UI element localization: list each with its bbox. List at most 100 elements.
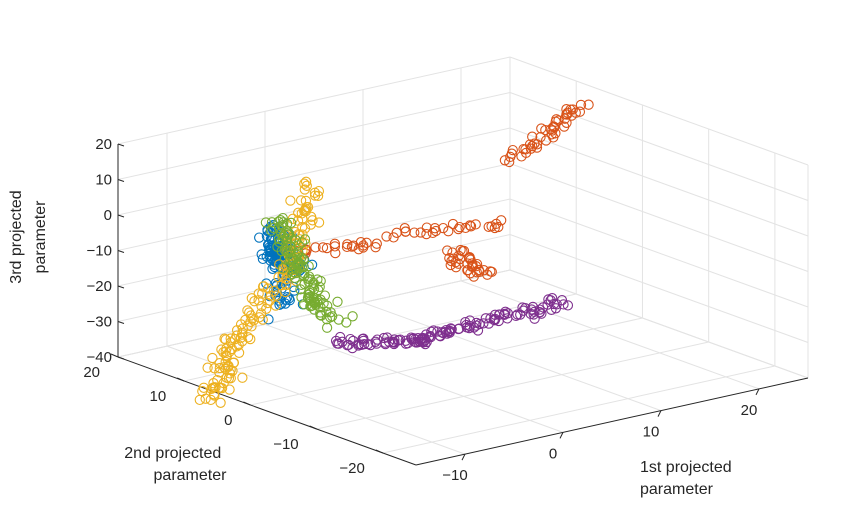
data-point-series-2 bbox=[471, 258, 483, 270]
data-point-series-1 bbox=[254, 232, 265, 243]
data-point-series-2 bbox=[507, 144, 518, 156]
data-point-series-2 bbox=[460, 222, 471, 234]
z-tick-label: −30 bbox=[87, 314, 112, 331]
grid-line bbox=[316, 341, 709, 430]
data-point-series-3 bbox=[215, 397, 226, 408]
y-tick bbox=[243, 401, 251, 406]
data-point-series-5 bbox=[276, 245, 287, 257]
data-point-series-2 bbox=[531, 139, 543, 150]
data-point-series-2 bbox=[310, 242, 321, 253]
data-point-series-5 bbox=[290, 267, 301, 279]
data-point-series-2 bbox=[443, 226, 454, 237]
data-point-series-5 bbox=[285, 217, 297, 229]
data-point-series-2 bbox=[562, 107, 573, 118]
data-point-series-3 bbox=[262, 297, 273, 309]
data-point-series-2 bbox=[553, 115, 564, 126]
data-point-series-2 bbox=[470, 219, 481, 230]
data-point-series-3 bbox=[256, 301, 267, 312]
y-tick bbox=[309, 425, 317, 430]
data-point-series-5 bbox=[290, 235, 302, 246]
x-axis-title-line1: 1st projected bbox=[640, 459, 732, 476]
data-point-series-4 bbox=[556, 295, 568, 306]
data-point-series-3 bbox=[231, 330, 242, 341]
data-point-series-2 bbox=[445, 259, 456, 271]
data-point-series-3 bbox=[225, 337, 237, 348]
data-point-series-2 bbox=[457, 246, 468, 257]
data-point-series-3 bbox=[289, 226, 301, 238]
data-point-series-1 bbox=[274, 299, 285, 310]
grid-line bbox=[264, 323, 564, 433]
data-point-series-3 bbox=[285, 195, 296, 206]
z-tick bbox=[117, 321, 125, 324]
data-point-series-4 bbox=[471, 320, 482, 331]
data-point-series-4 bbox=[527, 301, 539, 313]
y-axis-line bbox=[117, 356, 417, 466]
data-point-series-2 bbox=[317, 242, 329, 253]
data-point-series-4 bbox=[515, 309, 526, 320]
data-point-series-3 bbox=[300, 195, 312, 207]
data-point-series-2 bbox=[478, 265, 489, 276]
data-point-series-3 bbox=[246, 321, 257, 332]
data-point-series-4 bbox=[436, 327, 447, 338]
data-point-series-5 bbox=[299, 268, 310, 279]
grid-line bbox=[117, 92, 511, 180]
x-tick-label: −10 bbox=[442, 467, 467, 484]
x-axis-title: 1st projected parameter bbox=[640, 459, 736, 498]
data-point-series-4 bbox=[537, 302, 549, 313]
data-point-series-3 bbox=[219, 333, 230, 344]
data-point-series-2 bbox=[468, 271, 479, 282]
y-tick-label: 0 bbox=[224, 412, 232, 429]
data-point-series-3 bbox=[299, 178, 310, 189]
z-axis-title-line2: parameter bbox=[32, 200, 49, 274]
data-point-series-5 bbox=[327, 311, 338, 322]
data-point-series-5 bbox=[285, 241, 296, 252]
data-point-series-2 bbox=[450, 262, 462, 273]
data-point-series-5 bbox=[311, 297, 323, 308]
grid-line bbox=[117, 127, 511, 216]
x-tick-label: 0 bbox=[549, 445, 557, 462]
data-point-series-3 bbox=[309, 187, 321, 198]
z-axis-title-2: parameter bbox=[32, 200, 49, 274]
box-edge bbox=[509, 269, 809, 379]
data-point-series-2 bbox=[346, 241, 358, 252]
data-point-series-5 bbox=[332, 296, 343, 307]
data-point-series-2 bbox=[329, 241, 341, 252]
data-point-series-3 bbox=[258, 281, 269, 292]
z-tick-label: 0 bbox=[104, 207, 112, 224]
data-point-series-1 bbox=[269, 255, 280, 267]
data-point-series-2 bbox=[355, 237, 367, 248]
data-point-series-3 bbox=[264, 295, 276, 306]
data-point-series-4 bbox=[356, 339, 367, 350]
data-point-series-3 bbox=[305, 211, 317, 222]
data-point-series-5 bbox=[308, 284, 320, 295]
data-point-series-4 bbox=[426, 326, 437, 337]
z-axis-title: 3rd projected bbox=[8, 190, 25, 283]
data-point-series-5 bbox=[289, 272, 301, 284]
y-tick-label: −20 bbox=[339, 460, 364, 477]
data-point-series-4 bbox=[370, 336, 381, 347]
data-point-series-2 bbox=[465, 221, 477, 232]
y-axis-title: 2nd projected parameter bbox=[124, 445, 227, 484]
x-tick bbox=[461, 453, 466, 461]
data-point-series-2 bbox=[400, 226, 411, 237]
data-point-series-3 bbox=[295, 195, 307, 206]
x-tick-label: 20 bbox=[741, 402, 758, 419]
data-point-series-3 bbox=[216, 382, 228, 394]
data-point-series-3 bbox=[224, 346, 235, 358]
data-point-series-4 bbox=[335, 331, 346, 343]
data-point-series-1 bbox=[282, 292, 293, 303]
data-point-series-5 bbox=[333, 314, 344, 325]
data-point-series-3 bbox=[235, 319, 247, 330]
data-point-series-3 bbox=[233, 347, 245, 358]
data-point-series-2 bbox=[450, 257, 461, 268]
data-point-series-2 bbox=[427, 227, 438, 239]
data-point-series-3 bbox=[225, 373, 236, 384]
data-point-series-2 bbox=[486, 266, 497, 278]
data-point-series-5 bbox=[276, 220, 287, 231]
axis-lines bbox=[110, 143, 809, 466]
z-tick bbox=[117, 356, 125, 360]
data-point-series-5 bbox=[347, 311, 358, 322]
grid-line bbox=[509, 92, 809, 201]
z-axis-title-line1: 3rd projected bbox=[8, 190, 25, 283]
grid-line bbox=[509, 127, 809, 237]
